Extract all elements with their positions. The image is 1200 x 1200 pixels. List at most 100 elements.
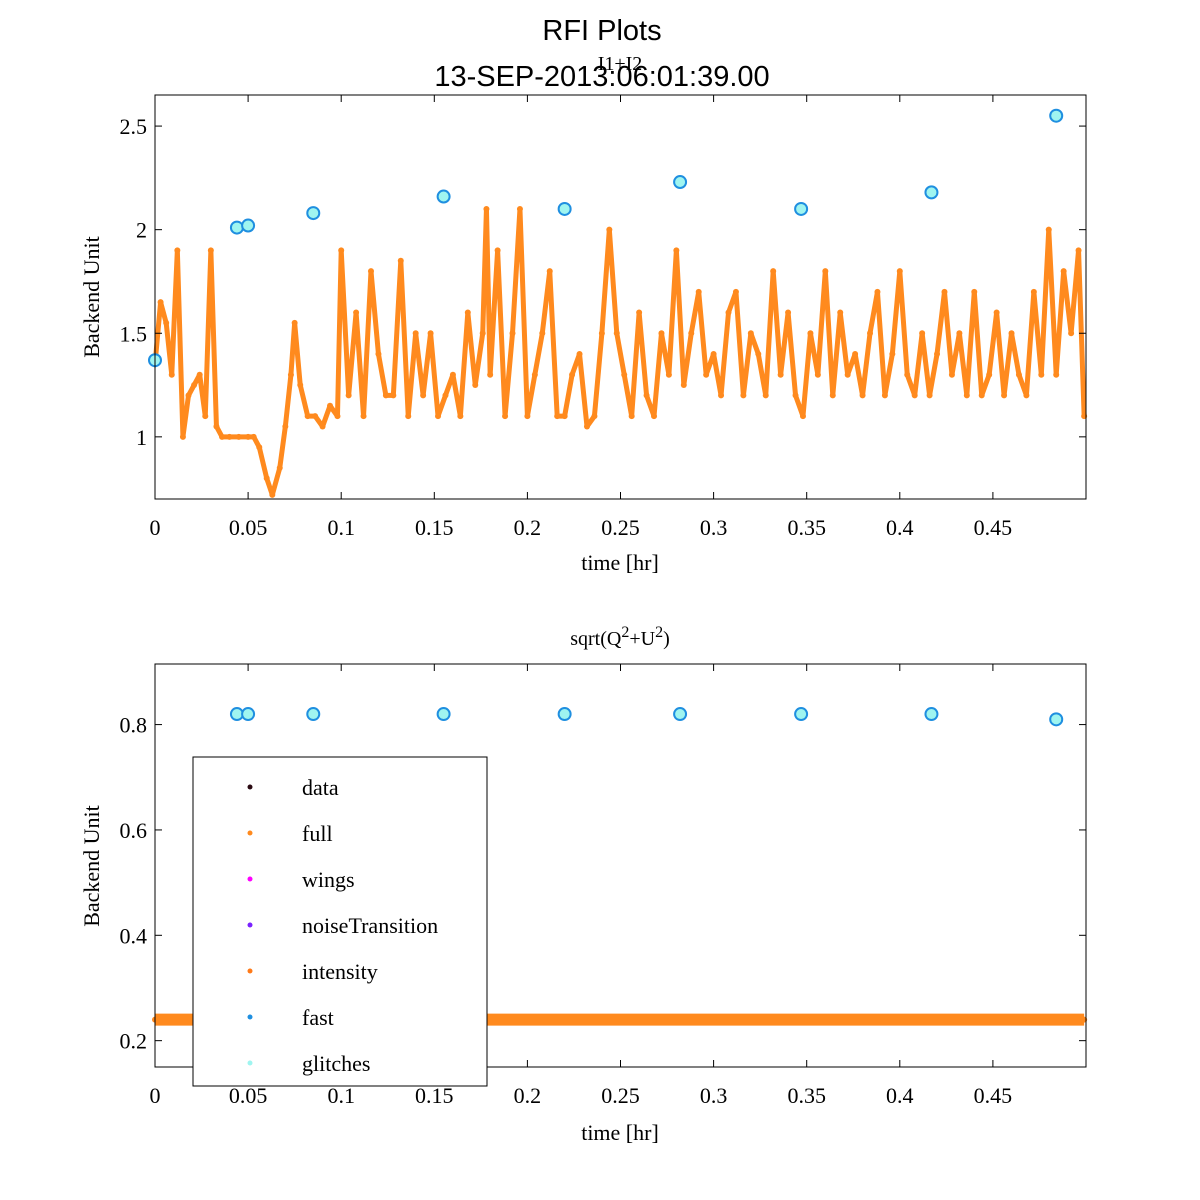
panel1-point-full [196,371,203,378]
panel1-point-full [799,413,806,420]
panel1-point-full [435,413,442,420]
panel1-point-full [561,413,568,420]
panel1-point-full [747,330,754,337]
panel1-point-full [157,299,164,306]
panel1-point-full [226,433,233,440]
panel2-xtick-label: 0.15 [415,1083,454,1108]
panel2-xtick-label: 0.35 [787,1083,826,1108]
panel1-point-full [889,350,896,357]
panel1-point-full [168,371,175,378]
panel1-point-full [202,413,209,420]
panel2-ytick-label: 0.2 [120,1029,148,1054]
legend-label-intensity: intensity [302,959,378,984]
panel2-point-full [710,1016,717,1023]
panel2-ytick-label: 0.6 [120,818,148,843]
intensity-panel: I1+I2 0 0.05 0.1 0.15 0.2 0.25 0.3 0.35 0.4 0.45 1… [79,53,1088,575]
panel1-point-full [829,392,836,399]
panel1-point-full [483,205,490,212]
panel1-point-full [919,330,926,337]
panel1-point-full [688,330,695,337]
panel1-point-glitches [924,185,939,200]
panel1-point-full [896,268,903,275]
panel1-point-full [509,330,516,337]
panel1-point-full [636,309,643,316]
panel1-point-full [554,413,561,420]
legend-box [192,756,488,1087]
panel1-point-full [978,392,985,399]
panel1-point-full [524,413,531,420]
panel1-point-full [814,371,821,378]
panel1-point-full [613,330,620,337]
panel1-point-full [755,350,762,357]
panel1-point-full [822,268,829,275]
panel1-point-full [427,330,434,337]
panel1-point-full [502,413,509,420]
panel1-point-full [725,309,732,316]
panel1-point-full [263,475,270,482]
panel2-xtick-label: 0 [150,1083,161,1108]
panel2-point-full [896,1016,903,1023]
panel1-point-full [740,392,747,399]
panel1-point-full [569,371,576,378]
panel1-point-full [494,247,501,254]
panel1-point-full [621,371,628,378]
panel1-point-full [327,402,334,409]
panel1-point-full [904,371,911,378]
panel1-point-full [334,413,341,420]
panel1-point-full [312,413,319,420]
panel1-point-full [487,371,494,378]
panel1-point-full [291,319,298,326]
panel1-point-full [718,392,725,399]
panel1-point-glitches [241,218,256,233]
panel1-xtick-label: 0.15 [415,515,454,540]
panel2-ytick-label: 0.8 [120,713,148,738]
panel1-point-full [472,382,479,389]
panel2-title: sqrt(Q2+U2) [570,624,670,650]
panel2-point-glitches [436,707,451,722]
panel1-title: I1+I2 [598,53,643,75]
panel1-point-full [986,371,993,378]
panel1-point-full [971,288,978,295]
panel1-point-full [1053,371,1060,378]
panel1-point-full [956,330,963,337]
panel2-point-full [524,1016,531,1023]
panel1-point-full [993,309,1000,316]
panel1-point-full [837,309,844,316]
panel1-xtick-label: 0 [150,515,161,540]
panel1-ticks: 0 0.05 0.1 0.15 0.2 0.25 0.3 0.35 0.4 0.45 1 1.5 2 2.… [120,95,1086,540]
panel1-point-glitches [306,206,321,221]
panel2-point-glitches [673,707,688,722]
panel1-xtick-label: 0.2 [514,515,542,540]
panel2-ylabel: Backend Unit [79,805,104,927]
panel2-xtick-label: 0.45 [974,1083,1013,1108]
panel1-point-full [963,392,970,399]
panel1-point-full [449,371,456,378]
panel1-point-full [174,247,181,254]
panel1-point-full [926,392,933,399]
panel1-point-full [163,319,170,326]
panel1-ytick-label: 1 [136,425,147,450]
legend-label-data: data [302,775,339,800]
panel2-point-full [989,1016,996,1023]
panel1-point-glitches [557,201,572,216]
legend: data full wings noiseTransition intensity fas… [192,756,488,1087]
panel1-point-full [1023,392,1030,399]
panel1-point-full [665,371,672,378]
panel1-point-full [250,433,257,440]
panel1-point-full [191,382,198,389]
panel1-point-full [338,247,345,254]
panel1-point-full [213,423,220,430]
panel1-point-full [628,413,635,420]
legend-label-glitches: glitches [302,1051,370,1076]
panel1-point-full [710,350,717,357]
panel1-point-full [658,330,665,337]
panel1-xlabel: time [hr] [581,550,659,575]
panel2-point-glitches [924,707,939,722]
panel1-point-full [207,247,214,254]
panel1-point-full [807,330,814,337]
panel1-point-full [881,392,888,399]
panel2-xtick-label: 0.3 [700,1083,728,1108]
panel1-point-full [673,247,680,254]
panel1-point-full [1030,288,1037,295]
panel1-point-full [219,433,226,440]
